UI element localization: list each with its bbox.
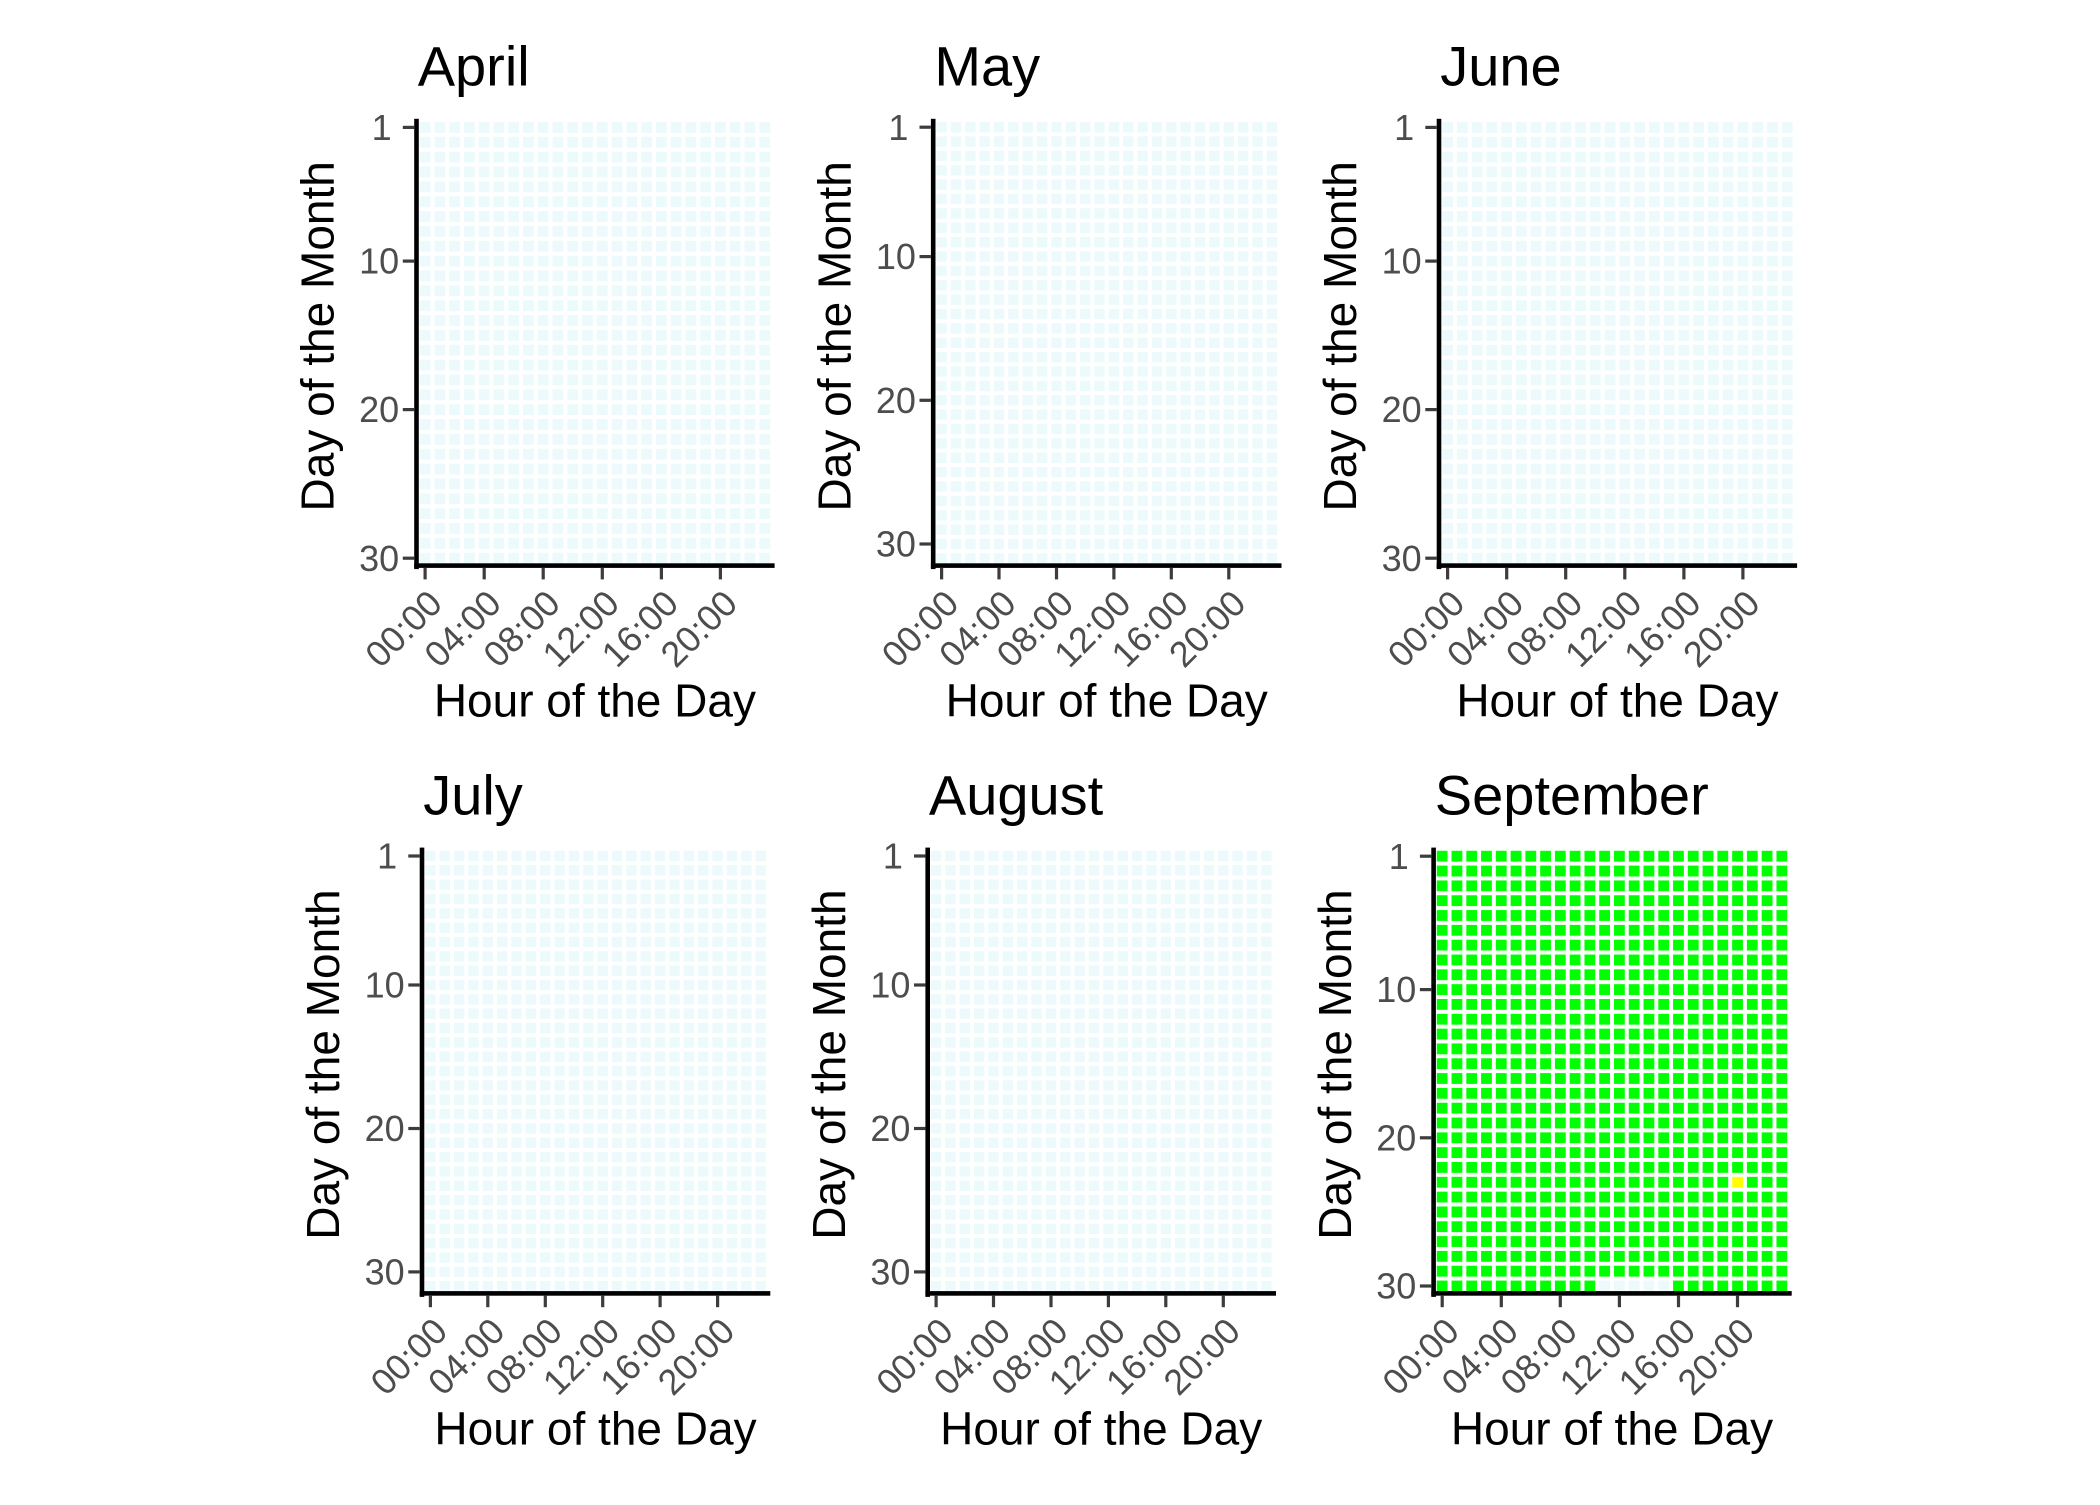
svg-text:June: June bbox=[1440, 35, 1561, 98]
svg-text:August: August bbox=[929, 763, 1104, 826]
svg-text:10: 10 bbox=[365, 965, 405, 1006]
svg-text:Day of the Month: Day of the Month bbox=[1314, 161, 1366, 511]
svg-text:Day of the Month: Day of the Month bbox=[292, 161, 344, 511]
svg-text:20: 20 bbox=[876, 380, 916, 421]
svg-text:Hour of the Day: Hour of the Day bbox=[946, 675, 1268, 727]
svg-text:Day of the Month: Day of the Month bbox=[1309, 889, 1361, 1239]
svg-text:1: 1 bbox=[377, 836, 397, 877]
svg-text:10: 10 bbox=[876, 236, 916, 277]
svg-text:30: 30 bbox=[1376, 1266, 1416, 1307]
svg-text:Hour of the Day: Hour of the Day bbox=[940, 1402, 1262, 1454]
svg-text:30: 30 bbox=[876, 524, 916, 565]
svg-text:20: 20 bbox=[365, 1108, 405, 1149]
svg-text:30: 30 bbox=[1382, 538, 1422, 579]
svg-text:10: 10 bbox=[870, 965, 910, 1006]
svg-text:May: May bbox=[934, 35, 1040, 98]
svg-text:10: 10 bbox=[1376, 969, 1416, 1010]
svg-text:Hour of the Day: Hour of the Day bbox=[434, 1402, 756, 1454]
svg-text:April: April bbox=[418, 35, 530, 98]
svg-text:1: 1 bbox=[883, 836, 903, 877]
svg-text:20: 20 bbox=[1376, 1117, 1416, 1158]
svg-text:July: July bbox=[423, 763, 523, 826]
svg-text:1: 1 bbox=[888, 107, 908, 148]
svg-text:30: 30 bbox=[359, 538, 399, 579]
svg-text:Hour of the Day: Hour of the Day bbox=[1451, 1402, 1773, 1454]
svg-text:Day of the Month: Day of the Month bbox=[297, 889, 349, 1239]
svg-text:20: 20 bbox=[1382, 389, 1422, 430]
svg-text:20: 20 bbox=[359, 389, 399, 430]
svg-text:10: 10 bbox=[359, 241, 399, 282]
svg-text:10: 10 bbox=[1382, 241, 1422, 282]
svg-text:Hour of the Day: Hour of the Day bbox=[1456, 675, 1778, 727]
svg-text:20: 20 bbox=[870, 1108, 910, 1149]
svg-text:1: 1 bbox=[1389, 836, 1409, 877]
svg-text:Day of the Month: Day of the Month bbox=[803, 889, 855, 1239]
svg-text:1: 1 bbox=[1394, 107, 1414, 148]
svg-text:September: September bbox=[1435, 763, 1709, 826]
svg-text:1: 1 bbox=[372, 107, 392, 148]
svg-text:Day of the Month: Day of the Month bbox=[808, 161, 860, 511]
svg-text:30: 30 bbox=[365, 1252, 405, 1293]
svg-text:30: 30 bbox=[870, 1252, 910, 1293]
svg-text:Hour of the Day: Hour of the Day bbox=[434, 675, 756, 727]
